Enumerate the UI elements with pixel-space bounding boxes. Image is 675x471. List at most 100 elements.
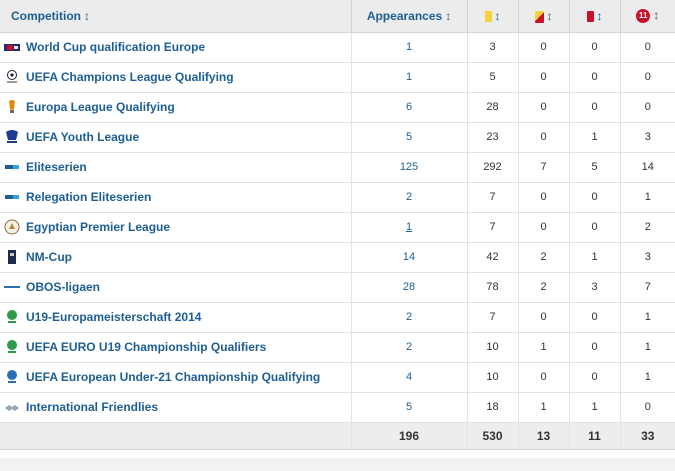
table-row: U19-Europameisterschaft 2014 2 7 0 0 1 (0, 302, 675, 333)
u19-qualifiers-logo[interactable] (4, 339, 20, 355)
red-cards-cell: 0 (568, 182, 620, 213)
sort-icon[interactable]: ↕ (653, 8, 660, 23)
appearances-cell[interactable]: 2 (350, 302, 467, 333)
competition-link[interactable]: NM-Cup (26, 250, 72, 264)
nm-cup-logo[interactable] (4, 249, 20, 265)
yellow-card-icon (484, 11, 492, 23)
table-header-row: Competition ↕ Appearances ↕ ↕ ↕ ↕ 11 ↕ (0, 0, 675, 33)
relegation-eliteserien-logo[interactable] (4, 189, 20, 205)
competition-link[interactable]: UEFA European Under-21 Championship Qual… (26, 370, 321, 384)
appearances-cell-value[interactable]: 1 (405, 41, 413, 53)
u19-euro-championship-logo[interactable] (4, 309, 20, 325)
yellow-red-cards-cell-value: 0 (540, 131, 547, 143)
appearances-column-header[interactable]: Appearances ↕ (350, 0, 467, 33)
yellow-cards-cell: 5 (466, 62, 518, 93)
yellow-red-cards-cell: 1 (517, 332, 569, 363)
competition-column-header[interactable]: Competition ↕ (0, 0, 351, 33)
competition-stats-table: Competition ↕ Appearances ↕ ↕ ↕ ↕ 11 ↕ Worl… (0, 0, 675, 450)
eliteserien-logo[interactable] (4, 159, 20, 175)
appearances-cell-value[interactable]: 6 (405, 101, 413, 113)
table-row: OBOS-ligaen 28 78 2 3 7 (0, 272, 675, 303)
substitutions-column-header[interactable]: 11 ↕ (619, 0, 675, 33)
red-cards-cell-value: 1 (591, 251, 598, 263)
yellow-cards-cell-value: 28 (486, 101, 499, 113)
uefa-youth-league-logo[interactable] (4, 129, 20, 145)
europa-league-logo[interactable] (4, 99, 20, 115)
substitutions-cell-value: 3 (644, 251, 651, 263)
appearances-cell-value[interactable]: 2 (405, 311, 413, 323)
yellow-cards-column-header[interactable]: ↕ (466, 0, 518, 33)
competition-link[interactable]: Europa League Qualifying (26, 100, 175, 114)
appearances-cell-value[interactable]: 2 (405, 341, 413, 353)
competition-link[interactable]: World Cup qualification Europe (26, 40, 206, 54)
substitutions-cell: 14 (619, 152, 675, 183)
sort-icon[interactable]: ↕ (596, 8, 603, 23)
appearances-cell[interactable]: 125 (350, 152, 467, 183)
appearances-cell[interactable]: 1 (350, 62, 467, 93)
egyptian-premier-league-logo[interactable] (4, 219, 20, 235)
yellow-red-cards-cell-value: 2 (540, 251, 547, 263)
competition-link[interactable]: UEFA EURO U19 Championship Qualifiers (26, 340, 267, 354)
substitutions-cell-value: 0 (644, 401, 651, 413)
appearances-cell-value[interactable]: 1 (405, 221, 413, 233)
competition-link[interactable]: U19-Europameisterschaft 2014 (26, 310, 202, 324)
competition-link[interactable]: OBOS-ligaen (26, 280, 101, 294)
total-yellow-red-cards: 13 (517, 422, 569, 450)
appearances-cell[interactable]: 2 (350, 332, 467, 363)
substitutions-cell: 1 (619, 302, 675, 333)
competition-link[interactable]: UEFA Youth League (26, 130, 140, 144)
table-row: UEFA EURO U19 Championship Qualifiers 2 10… (0, 332, 675, 363)
competition-cell: International Friendlies (0, 392, 351, 423)
competition-cell: Egyptian Premier League (0, 212, 351, 243)
substitutions-cell-value: 1 (644, 341, 651, 353)
appearances-cell[interactable]: 2 (350, 182, 467, 213)
u21-qualifying-logo[interactable] (4, 369, 20, 385)
competition-link[interactable]: Eliteserien (26, 160, 87, 174)
appearances-cell[interactable]: 6 (350, 92, 467, 123)
competition-header-label: Competition (11, 8, 81, 23)
appearances-cell-value[interactable]: 125 (399, 161, 419, 173)
appearances-cell-value[interactable]: 5 (405, 401, 413, 413)
appearances-cell-value[interactable]: 14 (402, 251, 416, 263)
appearances-cell[interactable]: 1 (350, 32, 467, 63)
appearances-cell[interactable]: 4 (350, 362, 467, 393)
competition-link[interactable]: International Friendlies (26, 400, 159, 414)
world-cup-qualification-logo[interactable] (4, 39, 20, 55)
obos-ligaen-logo[interactable] (4, 279, 20, 295)
red-cards-column-header[interactable]: ↕ (568, 0, 620, 33)
international-friendlies-logo[interactable] (4, 399, 20, 415)
substitutions-cell: 1 (619, 182, 675, 213)
total-appearances: 196 (350, 422, 467, 450)
appearances-cell[interactable]: 5 (350, 392, 467, 423)
red-cards-cell-value: 0 (591, 191, 598, 203)
competition-link[interactable]: Relegation Eliteserien (26, 190, 152, 204)
sort-icon[interactable]: ↕ (445, 8, 452, 23)
red-cards-cell: 1 (568, 242, 620, 273)
sort-icon[interactable]: ↕ (546, 8, 553, 23)
yellow-red-cards-column-header[interactable]: ↕ (517, 0, 569, 33)
table-row: UEFA Champions League Qualifying 1 5 0 0 0 (0, 62, 675, 93)
appearances-cell[interactable]: 14 (350, 242, 467, 273)
yellow-red-cards-cell: 0 (517, 32, 569, 63)
appearances-cell-value[interactable]: 1 (405, 71, 413, 83)
appearances-cell-value[interactable]: 2 (405, 191, 413, 203)
red-cards-cell: 1 (568, 122, 620, 153)
appearances-cell-value[interactable]: 4 (405, 371, 413, 383)
table-row: Relegation Eliteserien 2 7 0 0 1 (0, 182, 675, 213)
appearances-cell-value[interactable]: 28 (402, 281, 416, 293)
yellow-red-cards-cell: 2 (517, 272, 569, 303)
substitutions-cell-value: 1 (644, 191, 651, 203)
red-cards-cell-value: 0 (591, 41, 598, 53)
appearances-cell[interactable]: 28 (350, 272, 467, 303)
substitutions-cell: 1 (619, 332, 675, 363)
competition-link[interactable]: UEFA Champions League Qualifying (26, 70, 234, 84)
red-cards-cell: 0 (568, 92, 620, 123)
table-row: Egyptian Premier League 1 7 0 0 2 (0, 212, 675, 243)
champions-league-logo[interactable] (4, 69, 20, 85)
competition-link[interactable]: Egyptian Premier League (26, 220, 171, 234)
appearances-cell-value[interactable]: 5 (405, 131, 413, 143)
sort-icon[interactable]: ↕ (494, 8, 501, 23)
sort-icon[interactable]: ↕ (84, 8, 90, 23)
appearances-cell[interactable]: 5 (350, 122, 467, 153)
appearances-cell[interactable]: 1 (350, 212, 467, 243)
